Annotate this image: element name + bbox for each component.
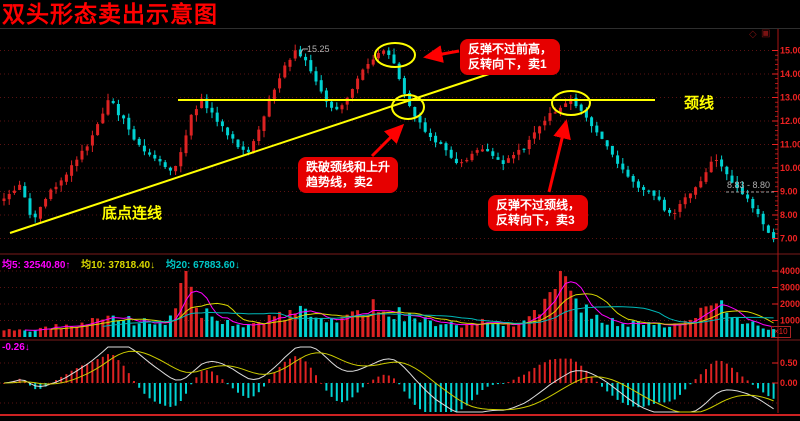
sell-arrows <box>370 45 571 193</box>
volume-ma5-label: 均5: 32540.80↑ <box>2 260 71 271</box>
annotation-sell1: 反弹不过前高， 反转向下，卖1 <box>460 39 561 75</box>
annotation-sell2: 跌破颈线和上升 趋势线，卖2 <box>298 157 399 193</box>
svg-text:0.00: 0.00 <box>780 378 798 388</box>
gridlines <box>0 50 778 404</box>
annotation-sell3-line1: 反弹不过颈线， <box>496 198 581 212</box>
svg-text:14.00: 14.00 <box>780 69 800 79</box>
svg-text:0.50: 0.50 <box>780 358 798 368</box>
svg-text:13.00: 13.00 <box>780 93 800 103</box>
annotation-sell2-line2: 趋势线，卖2 <box>306 175 373 189</box>
neckline-label: 颈线 <box>684 95 715 112</box>
price-axis: 15.00 14.00 13.00 12.00 11.00 10.00 9.00 8.00 7.… <box>772 29 800 413</box>
volume-multiplier-label: ×10 <box>771 326 791 338</box>
svg-text:40000: 40000 <box>780 266 800 276</box>
annotation-sell3-line2: 反转向下，卖3 <box>496 213 575 227</box>
macd-layer <box>3 346 775 413</box>
gray-markers <box>299 48 774 193</box>
svg-text:12.00: 12.00 <box>780 116 800 126</box>
svg-text:30000: 30000 <box>780 283 800 293</box>
page-title: 双头形态卖出示意图 <box>2 1 218 27</box>
annotation-sell1-line2: 反转向下，卖1 <box>468 57 547 71</box>
pane-dividers <box>0 253 800 416</box>
trendline-label: 底点连线 <box>102 205 163 222</box>
peak-price-label: 15.25 <box>307 44 330 54</box>
annotation-sell3: 反弹不过颈线， 反转向下，卖3 <box>488 195 589 231</box>
svg-text:20000: 20000 <box>780 299 800 309</box>
volume-ma10-label: 均10: 37818.40↓ <box>81 260 156 271</box>
svg-text:11.00: 11.00 <box>780 140 800 150</box>
price-range-label: 8.83 - 8.80 <box>727 180 771 190</box>
pattern-lines <box>9 42 655 234</box>
svg-text:9.00: 9.00 <box>780 187 798 197</box>
annotation-sell1-line1: 反弹不过前高， <box>468 42 553 56</box>
volume-ma20-label: 均20: 67883.60↓ <box>165 260 240 271</box>
panel-icon[interactable]: ▣ <box>761 28 771 39</box>
svg-text:7.00: 7.00 <box>780 234 798 244</box>
volume-layer <box>2 271 776 337</box>
annotation-sell2-line1: 跌破颈线和上升 <box>306 160 391 174</box>
diamond-icon[interactable]: ◇ <box>749 29 757 40</box>
macd-value-label: -0.26↓ <box>2 342 30 353</box>
title-divider <box>0 28 800 29</box>
svg-text:8.00: 8.00 <box>780 210 798 220</box>
svg-text:10.00: 10.00 <box>780 163 800 173</box>
svg-text:15.00: 15.00 <box>780 46 800 56</box>
candles-layer <box>2 44 776 243</box>
volume-ma-labels: 均5: 32540.80↑ 均10: 37818.40↓ 均20: 67883.… <box>2 256 248 271</box>
